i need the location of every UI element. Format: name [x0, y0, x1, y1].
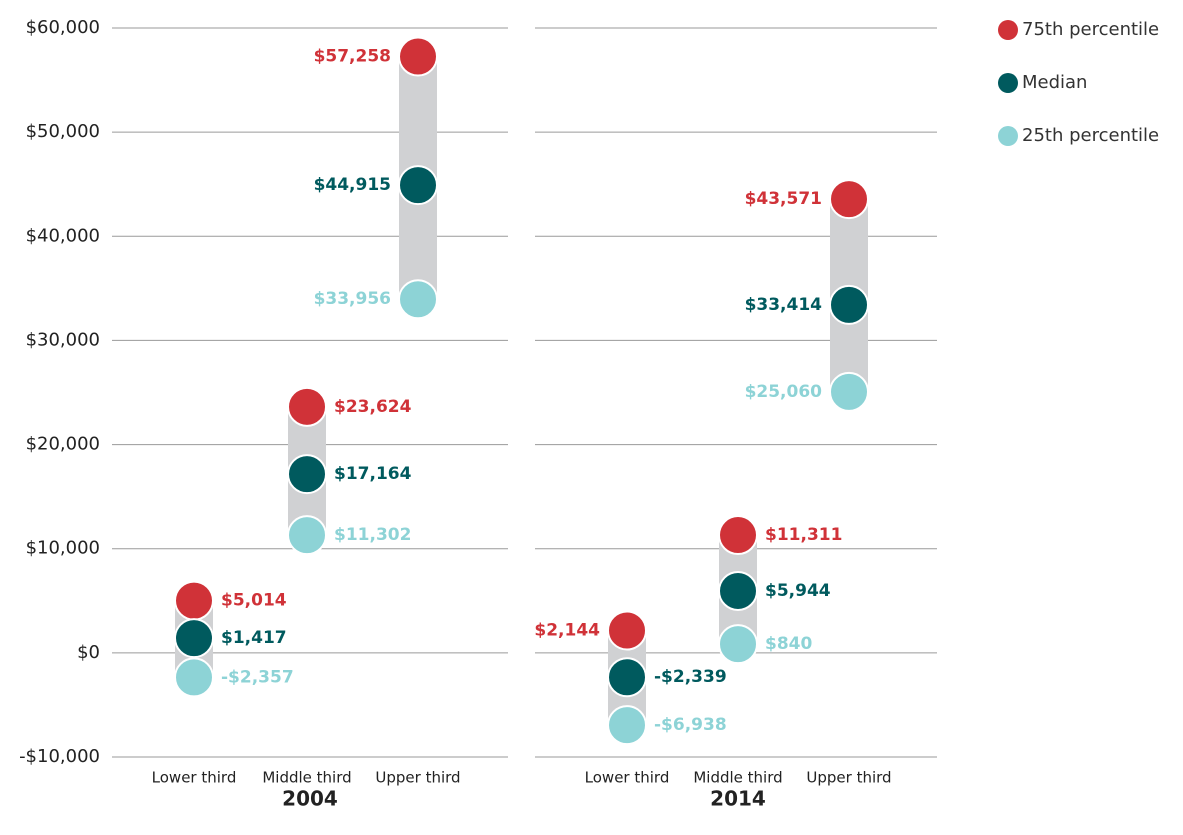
dot — [398, 36, 438, 77]
y-tick-label: $10,000 — [26, 538, 100, 559]
data-label: $11,311 — [765, 525, 842, 545]
dot — [829, 371, 869, 412]
x-tick-label: Lower third — [152, 769, 237, 787]
dot — [607, 657, 647, 698]
dot — [174, 618, 214, 659]
data-label: $5,014 — [221, 591, 287, 611]
dot — [174, 657, 214, 698]
data-label: -$2,339 — [654, 667, 727, 687]
dot — [829, 179, 869, 220]
data-label: $11,302 — [334, 525, 411, 545]
legend-swatch — [998, 126, 1018, 146]
panel-label: 2014 — [710, 787, 766, 811]
y-tick-label: $40,000 — [26, 225, 100, 246]
data-label: $2,144 — [534, 621, 600, 641]
legend-label: 75th percentile — [1022, 19, 1159, 40]
data-label: $43,571 — [745, 189, 822, 209]
dot — [174, 580, 214, 621]
legend-swatch — [998, 73, 1018, 93]
data-label: $57,258 — [314, 47, 391, 67]
data-label: $44,915 — [314, 175, 391, 195]
x-tick-label: Middle third — [693, 769, 782, 787]
dot — [607, 705, 647, 746]
x-tick-label: Upper third — [375, 769, 460, 787]
y-tick-label: $30,000 — [26, 329, 100, 350]
legend-swatch — [998, 20, 1018, 40]
data-label: $25,060 — [745, 382, 823, 402]
panel-label: 2004 — [282, 787, 338, 811]
data-label: $23,624 — [334, 397, 412, 417]
data-label: -$6,938 — [654, 715, 727, 735]
dot — [718, 570, 758, 611]
x-tick-label: Lower third — [585, 769, 670, 787]
dot — [718, 515, 758, 556]
dot — [829, 284, 869, 325]
legend-label: Median — [1022, 72, 1087, 93]
data-label: -$2,357 — [221, 667, 294, 687]
y-tick-label: $50,000 — [26, 121, 100, 142]
dot — [287, 515, 327, 556]
data-label: $840 — [765, 634, 812, 654]
y-tick-label: $20,000 — [26, 434, 100, 455]
dot — [287, 454, 327, 495]
dot — [398, 279, 438, 320]
y-tick-label: $0 — [77, 642, 100, 663]
dot — [287, 386, 327, 427]
legend-label: 25th percentile — [1022, 125, 1159, 146]
data-label: $17,164 — [334, 464, 412, 484]
dot — [607, 610, 647, 651]
data-label: $5,944 — [765, 581, 831, 601]
x-tick-label: Upper third — [806, 769, 891, 787]
dot — [718, 624, 758, 665]
data-label: $1,417 — [221, 628, 287, 648]
x-tick-label: Middle third — [262, 769, 351, 787]
data-label: $33,956 — [314, 289, 391, 309]
data-label: $33,414 — [745, 295, 823, 315]
dot — [398, 165, 438, 206]
y-tick-label: $60,000 — [26, 17, 100, 38]
y-tick-label: -$10,000 — [19, 746, 100, 767]
